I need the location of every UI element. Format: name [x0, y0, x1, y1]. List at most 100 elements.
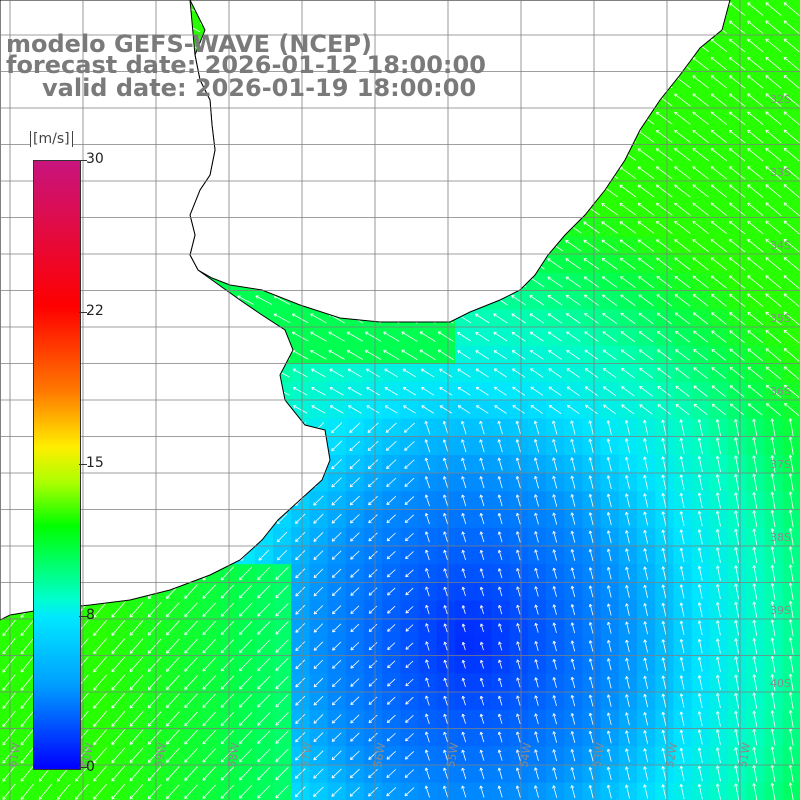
wind-arrow-head	[479, 476, 484, 480]
wind-arrow	[202, 584, 216, 599]
wind-arrow-head	[661, 566, 666, 570]
wind-arrow	[589, 438, 594, 453]
wind-arrow	[239, 566, 253, 581]
wind-arrow-head	[588, 493, 593, 498]
wind-arrow-head	[584, 386, 589, 390]
wind-arrow	[565, 258, 582, 270]
wind-arrow-head	[552, 457, 556, 461]
wind-arrow	[457, 368, 471, 378]
wind-arrow-head	[752, 455, 756, 459]
speed-cell	[782, 600, 800, 620]
wind-arrow	[385, 422, 397, 433]
wind-arrow-head	[419, 331, 423, 335]
wind-arrow-head	[675, 385, 679, 390]
wind-arrow-head	[313, 629, 318, 633]
wind-arrow	[147, 620, 162, 636]
wind-arrow	[639, 386, 653, 397]
wind-arrow	[789, 455, 794, 474]
wind-arrow-head	[606, 420, 611, 424]
wind-arrow	[548, 405, 562, 414]
wind-arrow	[656, 257, 673, 271]
wind-arrow	[498, 623, 503, 633]
wind-arrow	[585, 404, 598, 415]
wind-arrow-head	[675, 404, 679, 408]
wind-arrow	[607, 530, 612, 544]
wind-arrow	[783, 348, 800, 362]
wind-arrow	[295, 550, 306, 561]
wind-arrow-head	[697, 456, 702, 460]
wind-arrow-head	[111, 614, 115, 618]
wind-arrow	[711, 385, 727, 398]
wind-arrow-head	[552, 475, 556, 480]
speed-cell	[782, 546, 800, 565]
wind-arrow	[386, 496, 397, 505]
wind-arrow-head	[729, 385, 734, 389]
wind-arrow-head	[585, 404, 589, 409]
wind-arrow	[662, 474, 667, 490]
wind-arrow	[444, 623, 448, 633]
wind-arrow	[783, 293, 800, 308]
wind-arrow-head	[347, 387, 352, 391]
wind-arrow	[405, 624, 414, 632]
wind-arrow	[729, 166, 746, 180]
wind-arrow-head	[674, 148, 678, 152]
wind-arrow	[553, 512, 558, 525]
wind-arrow	[680, 511, 685, 527]
wind-arrow	[643, 438, 649, 454]
wind-arrow-head	[603, 404, 607, 408]
wind-arrow	[716, 455, 721, 473]
wind-arrow-head	[457, 386, 461, 391]
wind-arrow-head	[534, 586, 538, 590]
wind-arrow-head	[552, 549, 557, 553]
wind-arrow-head	[295, 556, 299, 561]
wind-arrow	[462, 513, 467, 525]
wind-arrow-head	[147, 632, 152, 636]
wind-arrow-head	[602, 349, 607, 353]
wind-arrow	[387, 624, 396, 632]
wind-arrow	[607, 438, 612, 454]
wind-arrow-head	[529, 313, 534, 317]
wind-arrow-head	[475, 368, 479, 372]
wind-arrow	[462, 586, 466, 597]
wind-arrow	[498, 476, 503, 489]
wind-arrow	[534, 420, 540, 435]
wind-arrow	[111, 601, 126, 618]
wind-arrow-head	[637, 184, 642, 189]
wind-arrow-head	[424, 549, 429, 554]
wind-arrow	[766, 403, 781, 416]
wind-arrow-head	[461, 457, 465, 462]
wind-arrow-head	[711, 330, 715, 334]
wind-arrow	[710, 257, 727, 271]
wind-arrow	[620, 331, 636, 343]
wind-arrow	[765, 166, 782, 180]
wind-arrow-head	[752, 546, 757, 551]
wind-arrow	[534, 457, 540, 471]
wind-arrow-head	[311, 386, 315, 391]
wind-arrow-head	[637, 202, 642, 207]
wind-arrow-head	[461, 513, 465, 517]
wind-arrow-head	[291, 313, 296, 317]
wind-arrow	[511, 295, 527, 306]
wind-arrow	[626, 585, 630, 598]
wind-arrow	[747, 220, 764, 235]
wind-arrow	[735, 547, 740, 563]
wind-arrow	[747, 93, 764, 107]
wind-arrow	[553, 586, 557, 597]
wind-arrow	[656, 202, 673, 216]
wind-arrow-head	[439, 387, 443, 391]
wind-arrow-head	[584, 331, 588, 335]
wind-arrow-head	[530, 386, 534, 391]
wind-arrow-head	[368, 610, 373, 614]
wind-arrow-head	[421, 405, 425, 409]
wind-arrow	[621, 367, 635, 379]
wind-arrow-head	[237, 295, 241, 299]
wind-arrow-head	[788, 491, 793, 495]
wind-arrow	[405, 606, 414, 614]
wind-arrow-head	[637, 221, 642, 225]
wind-arrow	[584, 368, 599, 379]
wind-arrow	[404, 459, 415, 469]
wind-arrow	[516, 420, 522, 435]
wind-arrow-head	[461, 586, 466, 591]
wind-arrow	[783, 56, 800, 71]
wind-arrow-head	[424, 476, 429, 480]
